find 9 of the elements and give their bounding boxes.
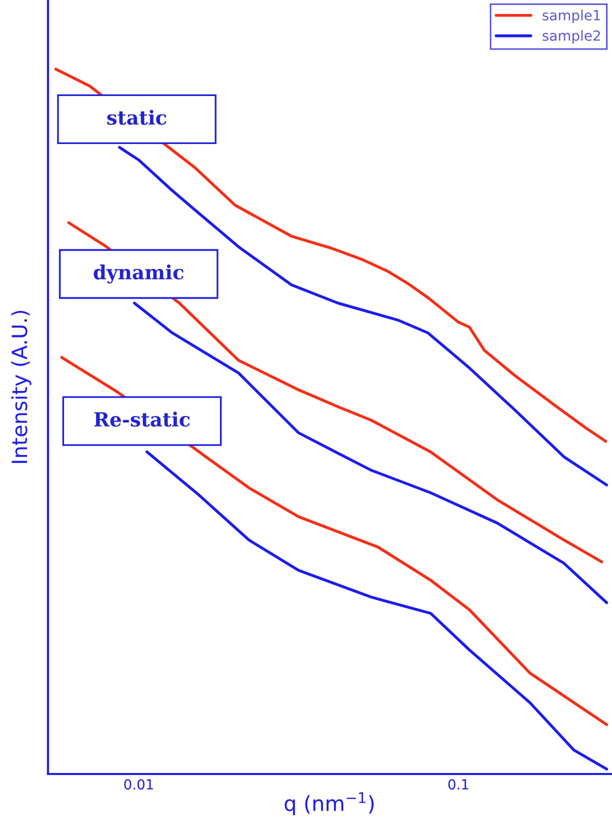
annotation: static <box>107 110 166 125</box>
x-tick-label: 0.01 <box>124 779 153 790</box>
annotation: dynamic <box>94 264 184 284</box>
x-axis-title: q (nm$^{−1}$) <box>284 792 374 816</box>
x-tick-label: 0.1 <box>448 779 468 790</box>
legend-label: sample2 <box>542 30 600 44</box>
legend-label: sample1 <box>542 10 600 24</box>
annotation: Re-static <box>94 412 190 427</box>
y-axis-title: Intensity (A.U.) <box>11 310 32 463</box>
